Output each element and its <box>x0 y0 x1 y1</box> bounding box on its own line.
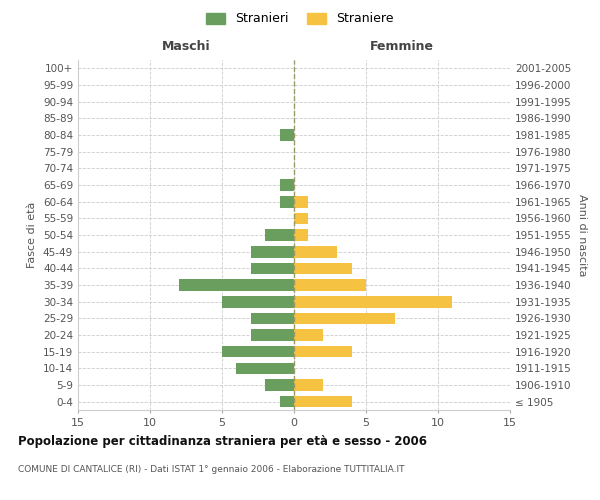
Bar <box>294 279 366 291</box>
Bar <box>294 229 308 241</box>
Bar <box>294 312 395 324</box>
Bar <box>251 262 294 274</box>
Bar <box>294 262 352 274</box>
Bar <box>294 346 352 358</box>
Bar <box>294 396 352 407</box>
Bar <box>251 329 294 341</box>
Bar <box>265 379 294 391</box>
Bar <box>294 212 308 224</box>
Bar <box>294 196 308 207</box>
Y-axis label: Anni di nascita: Anni di nascita <box>577 194 587 276</box>
Text: Maschi: Maschi <box>161 40 211 54</box>
Bar <box>236 362 294 374</box>
Bar <box>280 179 294 191</box>
Bar <box>280 396 294 407</box>
Bar <box>280 196 294 207</box>
Bar <box>280 129 294 141</box>
Bar <box>222 346 294 358</box>
Legend: Stranieri, Straniere: Stranieri, Straniere <box>203 8 397 29</box>
Text: Popolazione per cittadinanza straniera per età e sesso - 2006: Popolazione per cittadinanza straniera p… <box>18 435 427 448</box>
Bar <box>222 296 294 308</box>
Bar <box>251 246 294 258</box>
Bar <box>294 246 337 258</box>
Text: Femmine: Femmine <box>370 40 434 54</box>
Bar <box>294 296 452 308</box>
Bar <box>251 312 294 324</box>
Bar <box>179 279 294 291</box>
Bar <box>265 229 294 241</box>
Y-axis label: Fasce di età: Fasce di età <box>28 202 37 268</box>
Bar <box>294 329 323 341</box>
Bar <box>294 379 323 391</box>
Text: COMUNE DI CANTALICE (RI) - Dati ISTAT 1° gennaio 2006 - Elaborazione TUTTITALIA.: COMUNE DI CANTALICE (RI) - Dati ISTAT 1°… <box>18 465 404 474</box>
